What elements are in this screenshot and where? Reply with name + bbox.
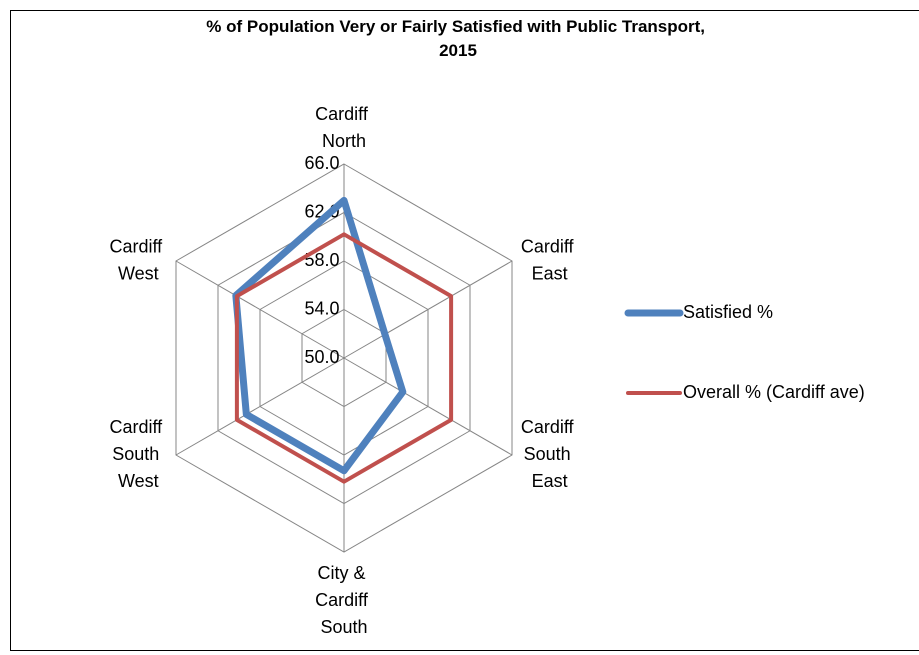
category-label: Cardiff North bbox=[315, 104, 373, 151]
category-label: City & Cardiff South bbox=[315, 563, 373, 637]
chart-border bbox=[10, 10, 919, 651]
r-tick-label: 54.0 bbox=[304, 298, 339, 318]
category-label: Cardiff South East bbox=[521, 417, 579, 491]
r-tick-label: 58.0 bbox=[304, 250, 339, 270]
series-line bbox=[232, 196, 407, 475]
category-label: Cardiff West bbox=[109, 236, 167, 283]
grid-ring bbox=[175, 163, 513, 553]
chart-title: % of Population Very or Fairly Satisfied… bbox=[206, 17, 709, 60]
grid-ring bbox=[259, 260, 429, 456]
r-tick-label: 50.0 bbox=[304, 347, 339, 367]
series-line bbox=[234, 232, 454, 484]
category-label: Cardiff South West bbox=[109, 417, 167, 491]
grid-ring bbox=[217, 211, 471, 505]
legend-label: Overall % (Cardiff ave) bbox=[683, 382, 865, 402]
legend-label: Satisfied % bbox=[683, 302, 773, 322]
category-label: Cardiff East bbox=[521, 236, 579, 283]
r-tick-label: 66.0 bbox=[304, 153, 339, 173]
